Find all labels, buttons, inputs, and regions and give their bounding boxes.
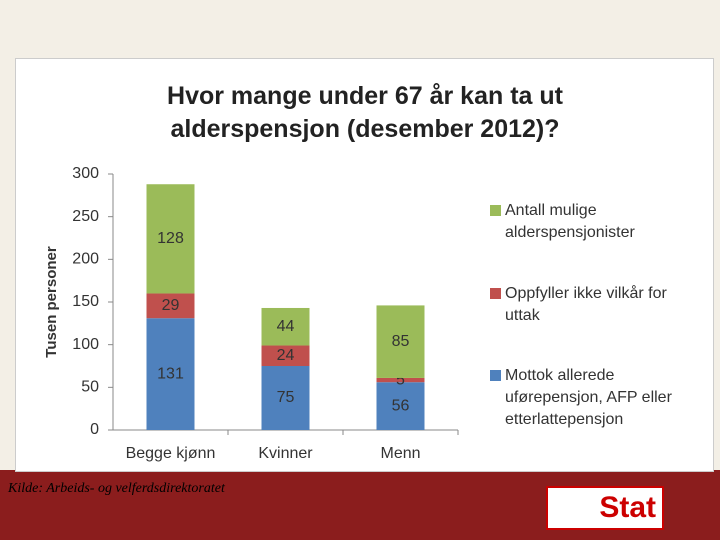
data-label: 56 <box>392 397 410 414</box>
legend-swatch <box>490 370 501 381</box>
y-tick-label: 100 <box>72 336 99 353</box>
data-label: 128 <box>157 230 184 247</box>
data-label: 85 <box>392 333 410 350</box>
logo: Stat <box>546 486 664 530</box>
data-label: 24 <box>277 347 295 364</box>
legend-swatch <box>490 288 501 299</box>
data-label: 5 <box>396 371 405 388</box>
bar-segment <box>376 382 425 430</box>
y-tick-label: 150 <box>72 293 99 310</box>
y-tick-label: 0 <box>90 421 99 438</box>
legend-label: Antall mulige alderspensjonister <box>505 202 635 241</box>
y-tick-label: 250 <box>72 208 99 225</box>
legend-label: Oppfyller ikke vilkår for uttak <box>505 285 667 324</box>
y-tick-label: 200 <box>72 251 99 268</box>
bar-segment <box>146 184 195 294</box>
y-tick-label: 50 <box>81 379 99 396</box>
y-axis-label: Tusen personer <box>43 246 60 358</box>
legend-swatch <box>490 205 501 216</box>
bar-segment <box>146 293 195 319</box>
y-tick-label: 300 <box>72 165 99 182</box>
bar-segment <box>261 345 310 366</box>
data-label: 75 <box>277 389 295 406</box>
data-label: 29 <box>162 297 180 314</box>
bar-segment <box>376 377 425 383</box>
bar-segment <box>261 307 310 346</box>
legend-label: Mottok allerede uførepensjon, AFP eller … <box>505 367 672 428</box>
x-tick-label: Menn <box>380 445 420 462</box>
x-tick-label: Begge kjønn <box>126 445 216 462</box>
chart-frame <box>15 58 714 472</box>
data-label: 131 <box>157 365 184 382</box>
source-note: Kilde: Arbeids- og velferdsdirektoratet <box>8 481 225 496</box>
bar-segment <box>146 318 195 430</box>
bar-segment <box>376 305 425 378</box>
chart-title: Hvor mange under 67 år kan ta ut aldersp… <box>167 82 563 143</box>
data-label: 44 <box>277 318 295 335</box>
x-tick-label: Kvinner <box>258 445 313 462</box>
bar-segment <box>261 366 310 430</box>
